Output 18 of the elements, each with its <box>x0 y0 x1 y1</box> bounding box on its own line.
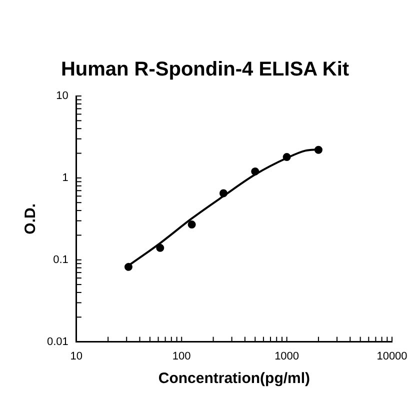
y-tick-label: 0.1 <box>53 254 68 266</box>
x-tick-label: 10000 <box>376 350 408 362</box>
point <box>219 189 228 198</box>
x-tick-label: 10 <box>70 350 83 362</box>
chart-title: Human R-Spondin-4 ELISA Kit <box>60 58 350 81</box>
point <box>282 153 291 162</box>
point <box>251 167 260 176</box>
point <box>156 244 164 252</box>
x-tick-label: 100 <box>172 350 191 362</box>
y-tick-label: 0.01 <box>46 336 68 348</box>
y-axis-title: O.D. <box>22 203 40 234</box>
y-tick-label: 10 <box>56 90 68 102</box>
point <box>314 146 322 154</box>
point <box>188 220 196 229</box>
point <box>124 262 132 271</box>
y-tick-label: 1 <box>62 172 68 184</box>
x-axis-title: Concentration(pg/ml) <box>158 370 310 388</box>
x-tick-label: 1000 <box>274 350 300 362</box>
